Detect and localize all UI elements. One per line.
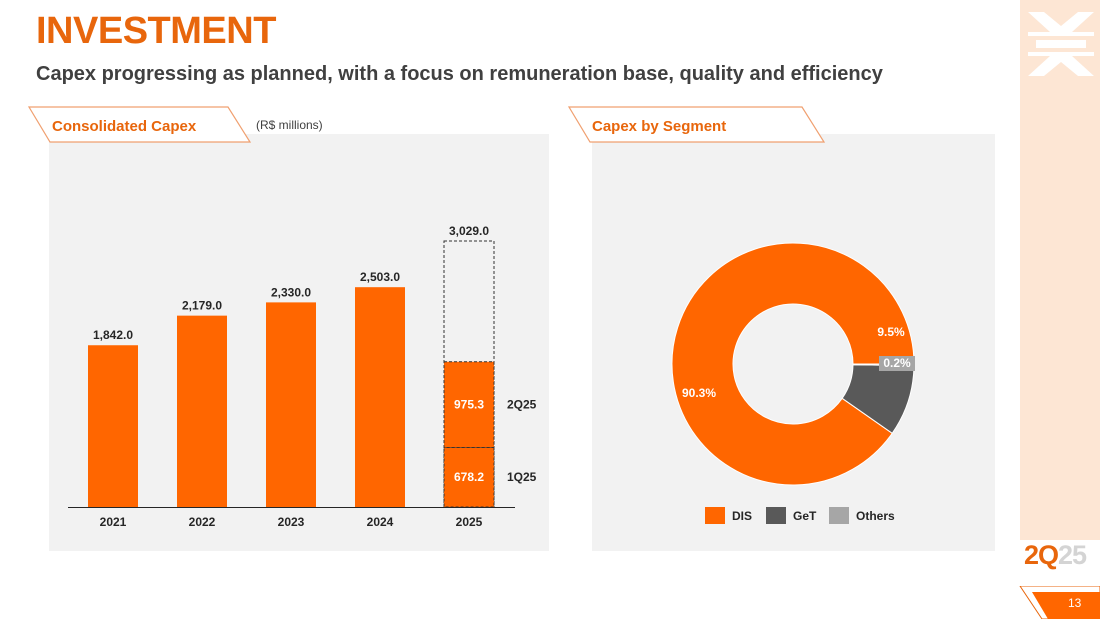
page-number: 13 xyxy=(1068,596,1082,610)
x-tick-label-2025: 2025 xyxy=(456,515,483,529)
legend-swatch-others xyxy=(829,507,849,524)
x-tick-label-2023: 2023 xyxy=(278,515,305,529)
units-label: (R$ millions) xyxy=(256,118,323,132)
bar-value-label-2021: 1,842.0 xyxy=(93,328,133,342)
quarter-badge: 2Q25 xyxy=(1024,540,1087,571)
bar-value-label-2024: 2,503.0 xyxy=(360,270,400,284)
page-subtitle: Capex progressing as planned, with a foc… xyxy=(36,63,883,85)
donut-label-get: 9.5% xyxy=(877,325,905,339)
bar-segment-2Q25 xyxy=(443,361,495,448)
consolidated-capex-title: Consolidated Capex xyxy=(52,118,197,135)
bar-2021 xyxy=(88,345,138,507)
bar-2023 xyxy=(266,302,316,507)
bar-value-label-2022: 2,179.0 xyxy=(182,299,222,313)
page-number-tab xyxy=(1019,586,1100,619)
consolidated-capex-tab xyxy=(28,106,252,143)
capex-by-segment-tab xyxy=(568,106,826,143)
page-title: INVESTMENT xyxy=(36,10,276,52)
donut-label-others: 0.2% xyxy=(883,356,911,370)
bar-segment-value-1Q25: 678.2 xyxy=(454,470,484,484)
bar-segment-value-2Q25: 975.3 xyxy=(454,398,484,412)
donut-slice-dis xyxy=(671,242,915,486)
x-tick-label-2022: 2022 xyxy=(189,515,216,529)
capex-by-segment-chart: 90.3% 9.5% 0.2% DIS GeT Others xyxy=(671,242,915,524)
legend-swatch-get xyxy=(766,507,786,524)
bar-2022 xyxy=(177,315,227,507)
bar-2024 xyxy=(355,287,405,507)
donut-label-dis: 90.3% xyxy=(682,386,716,400)
company-logo-icon xyxy=(1028,12,1094,76)
x-tick-label-2024: 2024 xyxy=(367,515,394,529)
legend-label-others: Others xyxy=(856,509,895,523)
legend-swatch-dis xyxy=(705,507,725,524)
bar-segment-name-1Q25: 1Q25 xyxy=(507,470,537,484)
right-decor-strip xyxy=(1020,0,1100,540)
legend-label-get: GeT xyxy=(793,509,817,523)
quarter-main: 2Q xyxy=(1024,540,1059,570)
donut-label-bg-others xyxy=(879,356,915,371)
x-tick-label-2021: 2021 xyxy=(100,515,127,529)
capex-by-segment-title: Capex by Segment xyxy=(592,118,727,135)
bar-value-label-2025: 3,029.0 xyxy=(449,224,489,238)
quarter-year: 25 xyxy=(1058,540,1087,570)
legend-label-dis: DIS xyxy=(732,509,752,523)
consolidated-capex-chart: 1,842.0 2021 2,179.0 2022 2,330.0 2023 2,503.0… xyxy=(68,224,537,529)
bar-segment-name-2Q25: 2Q25 xyxy=(507,398,537,412)
bar-value-label-2023: 2,330.0 xyxy=(271,285,311,299)
